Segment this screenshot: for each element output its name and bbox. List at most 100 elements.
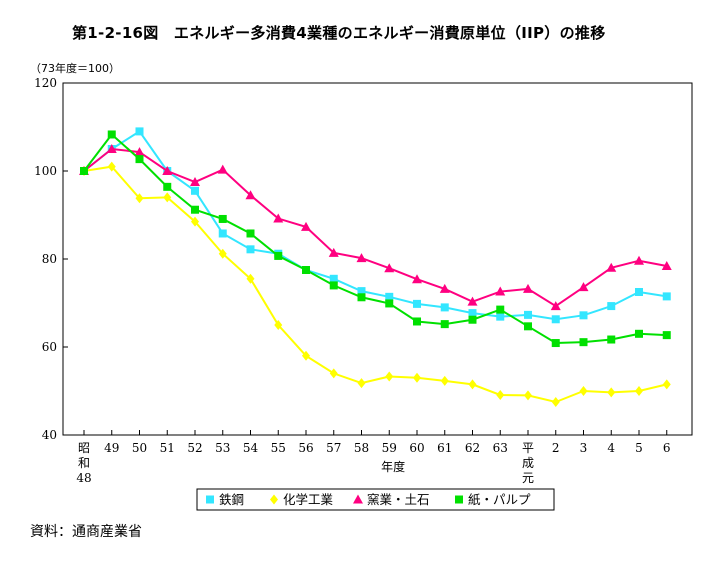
legend: 鉄鋼 化学工業 窯業・土石 紙・パルプ [196, 488, 555, 511]
legend-marker [206, 495, 214, 504]
data-point [551, 315, 560, 324]
data-point [191, 186, 199, 195]
x-axis-label: 年度 [381, 459, 405, 474]
data-point [440, 375, 449, 386]
data-point [217, 164, 228, 174]
x-tick-label: 6 [663, 441, 671, 455]
data-point [191, 205, 199, 214]
data-point [135, 155, 144, 164]
data-point [413, 299, 421, 308]
data-point [634, 255, 644, 265]
data-point [662, 331, 671, 340]
x-tick-label: 52 [187, 441, 202, 455]
series-3 [79, 144, 672, 311]
x-tick-label: 56 [298, 441, 313, 455]
data-point [495, 286, 506, 296]
data-point [218, 248, 227, 259]
data-point [412, 274, 422, 284]
data-point [329, 281, 338, 290]
legend-label: 紙・パルプ [468, 492, 531, 507]
chart-title: 第1-2-16図 エネルギー多消費4業種のエネルギー消費原単位（IIP）の推移 [72, 24, 606, 42]
data-point [496, 389, 505, 400]
x-tick-label: 5 [635, 441, 643, 455]
legend-marker [455, 495, 463, 504]
data-point [163, 182, 172, 191]
y-tick-label: 60 [42, 340, 57, 354]
y-tick-label: 80 [42, 252, 57, 266]
x-tick-label: 昭和 48 [76, 441, 91, 485]
data-point [134, 147, 145, 157]
data-point [606, 262, 617, 272]
series-2 [80, 161, 671, 407]
data-point [107, 130, 116, 139]
data-point [661, 261, 672, 271]
data-point [468, 315, 477, 324]
data-point [385, 371, 394, 382]
data-point [356, 253, 367, 263]
data-point [467, 296, 478, 306]
data-point [246, 229, 255, 238]
data-point [496, 312, 505, 321]
data-point [218, 229, 227, 238]
data-point [524, 322, 532, 331]
y-tick-label: 40 [42, 428, 57, 442]
data-point [135, 127, 144, 136]
x-tick-label: 3 [580, 441, 588, 455]
plot-frame [62, 82, 693, 436]
data-point [468, 379, 477, 390]
y-tick-label: 100 [34, 164, 57, 178]
data-point [384, 263, 395, 273]
data-point [579, 311, 588, 320]
data-point [385, 292, 394, 301]
data-point [162, 166, 173, 175]
data-point [191, 216, 199, 227]
data-point [301, 221, 311, 231]
x-tick-label: 50 [132, 441, 147, 455]
data-point [357, 378, 366, 389]
data-point [440, 303, 449, 312]
legend-label: 窯業・土石 [367, 492, 430, 507]
data-point [468, 309, 477, 318]
data-point [607, 302, 616, 311]
data-point [385, 299, 394, 308]
series-layer [79, 127, 672, 407]
data-point [80, 167, 88, 175]
x-tick-label: 4 [607, 441, 615, 455]
data-point [551, 339, 560, 348]
data-point [496, 305, 505, 314]
data-point [578, 282, 589, 292]
data-point [302, 350, 310, 361]
data-point [328, 247, 339, 257]
data-point [246, 245, 255, 254]
data-point [579, 338, 588, 347]
data-point [329, 274, 338, 283]
data-point [246, 273, 255, 284]
x-tick-label: 53 [215, 441, 230, 455]
data-point [524, 310, 532, 319]
x-tick-label: 51 [160, 441, 175, 455]
x-tick-label: 60 [409, 441, 424, 455]
data-point [163, 192, 172, 203]
x-tick-label: 63 [493, 441, 508, 455]
data-point [635, 329, 643, 338]
data-point [107, 161, 116, 172]
series-line [83, 133, 667, 345]
data-point [190, 177, 200, 186]
source-note: 資料：通商産業省 [30, 524, 142, 540]
series-line [83, 165, 667, 404]
data-point [523, 283, 533, 293]
x-tick-label: 61 [437, 441, 452, 455]
data-point [635, 288, 643, 296]
y-tick-label: 120 [34, 76, 57, 90]
data-point [607, 387, 616, 398]
x-tick-label: 54 [243, 441, 259, 455]
x-tick-label: 57 [326, 441, 341, 455]
x-tick-label: 49 [104, 441, 119, 455]
data-point [440, 320, 449, 329]
x-tick-label: 59 [382, 441, 397, 455]
data-point [245, 190, 256, 200]
series-1 [80, 127, 671, 324]
data-point [413, 317, 421, 326]
